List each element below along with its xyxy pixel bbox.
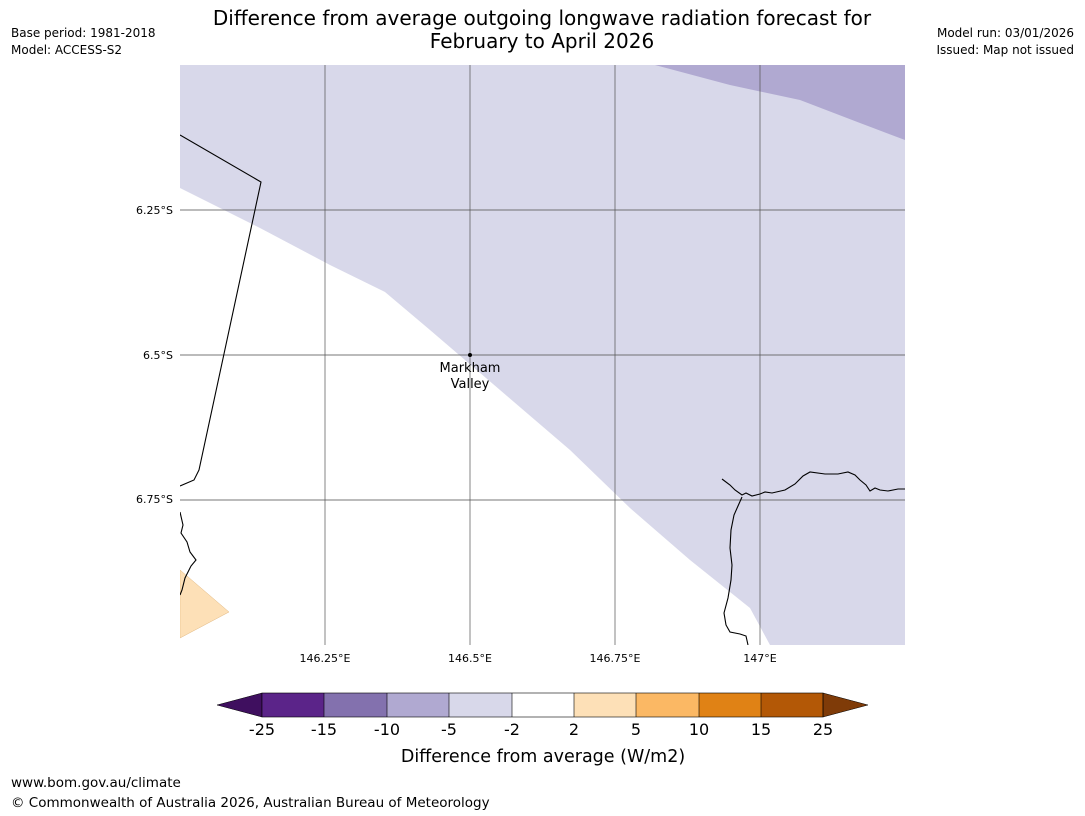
title-line-1: Difference from average outgoing longwav… [212,6,872,30]
colorbar: -25 -15 -10 -5 -2 2 5 10 15 25 Differenc… [216,692,869,767]
colorbar-segment-2 [324,693,387,717]
base-period-text: Base period: 1981-2018 [11,26,156,40]
colorbar-extend-left [216,692,263,718]
issued-text: Issued: Map not issued [936,43,1074,57]
colorbar-outline [261,692,824,718]
colorbar-tick-9: 15 [751,720,771,739]
river-channel [723,496,749,645]
lat-label-6-25: 6.25°S [136,204,173,217]
colorbar-tick-2: -15 [311,720,337,739]
coastline-east [721,471,905,497]
colorbar-segment-9 [761,693,824,717]
colorbar-tick-8: 10 [689,720,709,739]
colorbar-segment-3 [387,693,450,717]
gridlines [180,65,905,645]
colorbar-segment-6 [574,693,637,717]
colorbar-title: Difference from average (W/m2) [401,747,685,767]
model-run-text: Model run: 03/01/2026 [936,26,1074,40]
colorbar-extend-right [822,692,869,718]
provincial-border [180,134,262,487]
copyright-text: © Commonwealth of Australia 2026, Austra… [11,795,490,811]
boundaries [180,134,905,645]
lon-label-146-25: 146.25°E [300,652,351,665]
lon-label-147: 147°E [743,652,776,665]
colorbar-tick-6: 2 [569,720,579,739]
title-line-2: February to April 2026 [429,29,655,53]
colorbar-segment-4 [449,693,512,717]
colorbar-tick-1: -25 [249,720,275,739]
colorbar-tick-10: 25 [813,720,833,739]
markham-valley-marker [468,353,472,357]
map-title: Difference from average outgoing longwav… [142,7,942,53]
bom-url-link[interactable]: www.bom.gov.au/climate [11,775,181,791]
colorbar-tick-4: -5 [441,720,457,739]
lon-label-146-5: 146.5°E [448,652,492,665]
colorbar-tick-3: -10 [374,720,400,739]
place-label-line-2: Valley [451,377,490,392]
lon-label-146-75: 146.75°E [590,652,641,665]
colorbar-segment-7 [636,693,699,717]
colorbar-tick-7: 5 [631,720,641,739]
colorbar-tick-5: -2 [504,720,520,739]
colorbar-segment-8 [699,693,762,717]
colorbar-segment-5 [512,693,575,717]
lat-label-6-5: 6.5°S [143,349,173,362]
anomaly-region-light-orange [180,569,230,639]
coastline-west [180,511,197,596]
map-panel [180,65,905,645]
anomaly-region-medium-purple [655,65,905,140]
model-text: Model: ACCESS-S2 [11,43,123,57]
colorbar-segment-1 [262,693,325,717]
lat-label-6-75: 6.75°S [136,493,173,506]
place-label-line-1: Markham [440,361,501,376]
